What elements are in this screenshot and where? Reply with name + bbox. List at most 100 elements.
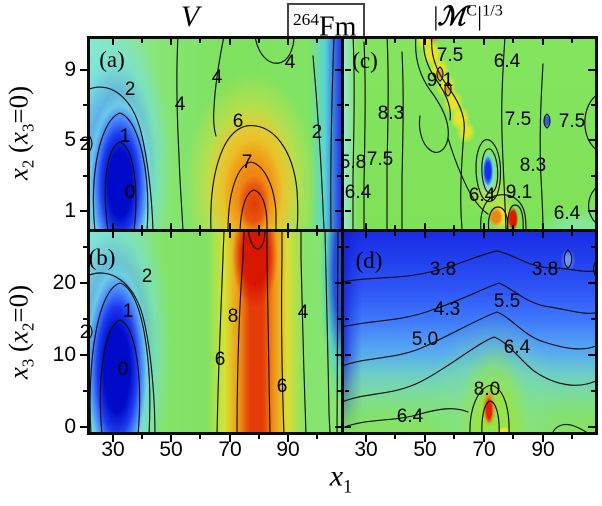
contour-label: 7.5 bbox=[504, 109, 532, 130]
panel-a-contour-lines bbox=[87, 36, 335, 231]
axis-tick-mark bbox=[483, 39, 485, 45]
axis-tick-mark bbox=[141, 39, 143, 43]
axis-tick-mark bbox=[512, 435, 514, 439]
axis-tick-mark bbox=[345, 246, 349, 248]
tick-label: 30 bbox=[354, 438, 378, 461]
axis-tick-mark bbox=[345, 318, 349, 320]
text-segment: x bbox=[3, 168, 34, 181]
contour-label: 6.4 bbox=[503, 337, 531, 358]
axis-tick-mark bbox=[83, 175, 87, 177]
axis-tick-mark bbox=[80, 69, 87, 71]
tick-label: 9 bbox=[64, 58, 76, 81]
axis-tick-mark bbox=[394, 225, 396, 229]
axis-tick-mark bbox=[512, 225, 514, 229]
axis-tick-mark bbox=[365, 39, 367, 45]
axis-tick-mark bbox=[588, 210, 595, 212]
contour-label: 2 bbox=[124, 79, 136, 100]
axis-tick-mark bbox=[83, 318, 87, 320]
left-panel-title-v: V bbox=[181, 0, 199, 34]
text-segment: =0) bbox=[3, 284, 34, 323]
axis-tick-mark bbox=[80, 139, 87, 141]
axis-tick-mark bbox=[170, 223, 172, 229]
tick-label: 10 bbox=[52, 343, 76, 366]
contour-label: 6 bbox=[214, 349, 226, 370]
axis-tick-mark bbox=[483, 435, 485, 442]
contour-label: 7.5 bbox=[366, 149, 394, 170]
text-segment: ( bbox=[3, 342, 34, 359]
text-segment: V bbox=[180, 0, 200, 33]
contour-label: 0 bbox=[124, 182, 136, 203]
contour-label: 4 bbox=[297, 302, 309, 323]
axis-tick-mark bbox=[258, 232, 260, 236]
contour-label: 8.3 bbox=[519, 155, 547, 176]
axis-tick-mark bbox=[571, 435, 573, 439]
tick-label: 90 bbox=[531, 438, 555, 461]
tick-label: 5 bbox=[64, 128, 76, 151]
contour-label: 7.5 bbox=[436, 45, 464, 66]
panel-letter: (c) bbox=[352, 48, 378, 73]
contour-label: 1 bbox=[119, 126, 131, 147]
axis-tick-mark bbox=[337, 104, 341, 106]
text-segment: x bbox=[3, 367, 34, 380]
contour-label: 6.4 bbox=[553, 203, 581, 224]
contour-label: 5.5 bbox=[493, 291, 521, 312]
axis-tick-mark bbox=[424, 223, 426, 229]
axis-tick-mark bbox=[571, 225, 573, 229]
axis-tick-mark bbox=[287, 435, 289, 442]
axis-tick-mark bbox=[394, 435, 396, 439]
axis-tick-mark bbox=[588, 139, 595, 141]
text-segment: 2 bbox=[18, 159, 38, 169]
axis-tick-mark bbox=[335, 426, 341, 428]
contour-label: 7 bbox=[241, 152, 253, 173]
contour-label: 8.0 bbox=[473, 379, 501, 400]
tick-label: 90 bbox=[276, 438, 300, 461]
axis-tick-mark bbox=[345, 139, 351, 141]
axis-tick-mark bbox=[588, 426, 595, 428]
axis-tick-mark bbox=[287, 223, 289, 229]
axis-tick-mark bbox=[512, 232, 514, 236]
axis-tick-mark bbox=[365, 223, 367, 229]
axis-tick-mark bbox=[337, 390, 341, 392]
contour-label: 6.4 bbox=[493, 51, 521, 72]
axis-tick-mark bbox=[170, 435, 172, 442]
tick-label: 70 bbox=[472, 438, 496, 461]
axis-tick-mark bbox=[170, 39, 172, 45]
axis-tick-mark bbox=[199, 39, 201, 43]
panel-divider-vertical bbox=[341, 36, 344, 435]
axis-tick-mark bbox=[335, 282, 341, 284]
contour-label: 2 bbox=[311, 122, 323, 143]
axis-tick-mark bbox=[316, 225, 318, 229]
text-segment: 2 bbox=[18, 322, 38, 331]
axis-tick-mark bbox=[345, 426, 351, 428]
axis-tick-mark bbox=[112, 223, 114, 229]
panel-divider-horizontal bbox=[87, 229, 598, 232]
axis-tick-mark bbox=[199, 225, 201, 229]
axis-tick-mark bbox=[542, 232, 544, 238]
axis-tick-mark bbox=[258, 39, 260, 43]
contour-label: 9.1 bbox=[426, 70, 454, 91]
axis-tick-mark bbox=[588, 69, 595, 71]
text-segment: C bbox=[466, 2, 477, 20]
y-axis-title-x2: x2 (x3=0) bbox=[3, 86, 38, 180]
text-segment: | bbox=[433, 2, 439, 31]
axis-tick-mark bbox=[483, 223, 485, 229]
axis-tick-mark bbox=[345, 210, 351, 212]
text-segment: x bbox=[329, 459, 344, 493]
axis-tick-mark bbox=[83, 390, 87, 392]
axis-tick-mark bbox=[112, 232, 114, 238]
text-segment: | bbox=[476, 2, 483, 31]
panel-c-contour-lines bbox=[352, 36, 598, 231]
tick-label: 70 bbox=[218, 438, 242, 461]
axis-tick-mark bbox=[287, 39, 289, 45]
axis-tick-mark bbox=[345, 390, 349, 392]
axis-tick-mark bbox=[483, 232, 485, 238]
panel-b-potential-x3 bbox=[87, 230, 343, 435]
panel-d-moment-x3 bbox=[342, 230, 598, 435]
axis-tick-mark bbox=[112, 435, 114, 442]
axis-tick-mark bbox=[335, 354, 341, 356]
tick-label: 1 bbox=[64, 199, 76, 222]
contour-label: 4.3 bbox=[433, 299, 461, 320]
axis-tick-mark bbox=[542, 223, 544, 229]
axis-tick-mark bbox=[365, 232, 367, 238]
axis-tick-mark bbox=[83, 246, 87, 248]
